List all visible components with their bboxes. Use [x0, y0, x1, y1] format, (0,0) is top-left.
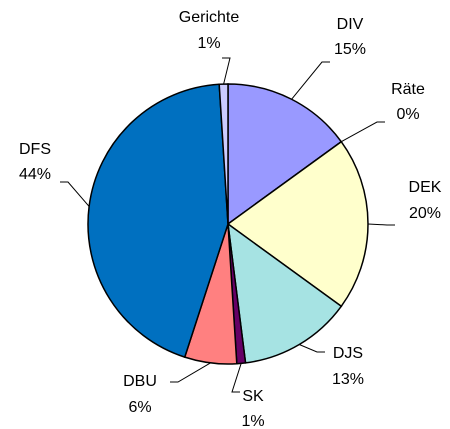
leader-line — [170, 362, 211, 383]
leader-line — [222, 57, 231, 85]
pie-slice — [218, 83, 229, 225]
slice-label: Gerichte — [179, 9, 240, 26]
leader-line — [291, 61, 330, 100]
pie-slice — [87, 83, 229, 359]
slice-value: 13% — [332, 371, 364, 388]
slice-label: DBU — [123, 373, 157, 390]
slice-value: 6% — [128, 399, 151, 416]
slice-label: Räte — [391, 81, 425, 98]
pie-slice — [227, 83, 343, 226]
slice-label: DEK — [409, 179, 442, 196]
slice-value: 44% — [19, 166, 51, 183]
leader-line — [341, 121, 385, 143]
slice-label: SK — [242, 388, 264, 405]
leader-line — [367, 223, 395, 226]
slice-value: 20% — [409, 205, 441, 222]
slice-value: 0% — [396, 106, 419, 123]
leader-line — [60, 181, 90, 207]
leader-line — [299, 344, 325, 353]
slice-value: 1% — [197, 35, 220, 52]
slice-label: DJS — [333, 345, 363, 362]
slice-value: 15% — [334, 41, 366, 58]
slice-label: DIV — [337, 16, 364, 33]
pie-slice — [227, 222, 343, 364]
slice-label: DFS — [19, 141, 51, 158]
leader-line — [231, 363, 242, 393]
pie-slice — [226, 140, 369, 308]
slice-value: 1% — [241, 413, 264, 429]
